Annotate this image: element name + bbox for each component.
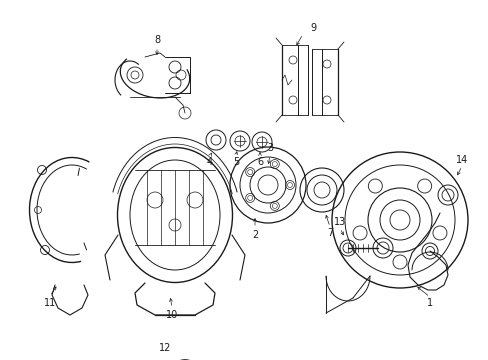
Text: 3: 3 — [266, 143, 272, 153]
Text: 8: 8 — [154, 35, 160, 45]
Text: 14: 14 — [455, 155, 467, 165]
Text: 12: 12 — [159, 343, 171, 353]
Text: 6: 6 — [256, 157, 263, 167]
Text: 2: 2 — [251, 230, 258, 240]
Text: 4: 4 — [206, 157, 213, 167]
Text: 11: 11 — [44, 298, 56, 308]
Text: 9: 9 — [309, 23, 315, 33]
Text: 13: 13 — [333, 217, 346, 227]
Text: 10: 10 — [165, 310, 178, 320]
Text: 7: 7 — [326, 228, 332, 238]
Text: 5: 5 — [232, 157, 239, 167]
Text: 1: 1 — [426, 298, 432, 308]
